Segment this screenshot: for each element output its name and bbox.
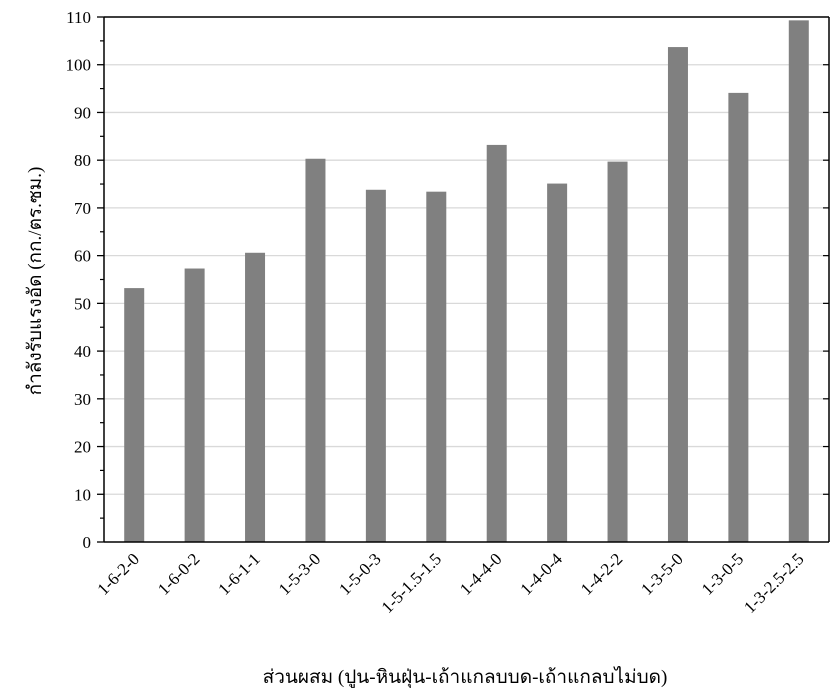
x-axis-title: ส่วนผสม (ปูน-หินฝุ่น-เถ้าแกลบบด-เถ้าแกลบ… (263, 666, 668, 689)
axes (97, 16, 830, 543)
y-tick-label: 70 (74, 199, 91, 218)
x-tick-label: 1-6-0-2 (154, 549, 203, 598)
bar (426, 191, 447, 542)
y-tick-labels: 0 10 20 30 40 50 60 70 80 90 100 110 (66, 8, 92, 552)
y-tick-label: 110 (66, 8, 91, 27)
x-tick-label: 1-5-3-0 (275, 549, 324, 598)
y-tick-label: 50 (74, 294, 91, 313)
bar (184, 268, 205, 542)
y-tick-label: 30 (74, 390, 91, 409)
y-tick-label: 40 (74, 342, 91, 361)
bar (365, 189, 386, 543)
x-tick-label: 1-5-1.5-1.5 (378, 549, 446, 617)
y-tick-label: 100 (66, 56, 92, 75)
gridlines (104, 16, 829, 495)
x-tick-label: 1-4-0-4 (516, 549, 566, 599)
bar (607, 161, 628, 542)
bar (788, 20, 809, 543)
x-tick-labels: 1-6-2-0 1-6-0-2 1-6-1-1 1-5-3-0 1-5-0-31-5-1… (94, 549, 808, 617)
y-tick-label: 60 (74, 247, 91, 266)
y-tick-label: 80 (74, 151, 91, 170)
x-tick-label: 1-4-4-0 (456, 549, 505, 598)
y-tick-label: 10 (74, 485, 91, 504)
x-tick-label: 1-3-5-0 (637, 549, 686, 598)
x-tick-label: 1-5-0-3 (335, 549, 384, 598)
y-axis-title: กำลังรับแรงอัด (กก./ตร.ซม.) (25, 167, 46, 396)
bar (728, 92, 749, 543)
bar (305, 158, 326, 542)
bar (486, 144, 507, 542)
bar (547, 183, 568, 542)
bar (667, 47, 688, 543)
bar (245, 252, 266, 543)
x-tick-label: 1-4-2-2 (577, 549, 626, 598)
y-tick-label: 0 (83, 533, 92, 552)
bar (124, 288, 145, 542)
x-tick-label: 1-3-0-5 (698, 549, 747, 598)
bars (124, 20, 809, 543)
x-tick-label: 1-6-2-0 (94, 549, 143, 598)
y-tick-label: 20 (74, 438, 91, 457)
x-tick-label: 1-3-2.5-2.5 (740, 549, 808, 617)
x-tick-label: 1-6-1-1 (214, 549, 263, 598)
y-tick-label: 90 (74, 103, 91, 122)
